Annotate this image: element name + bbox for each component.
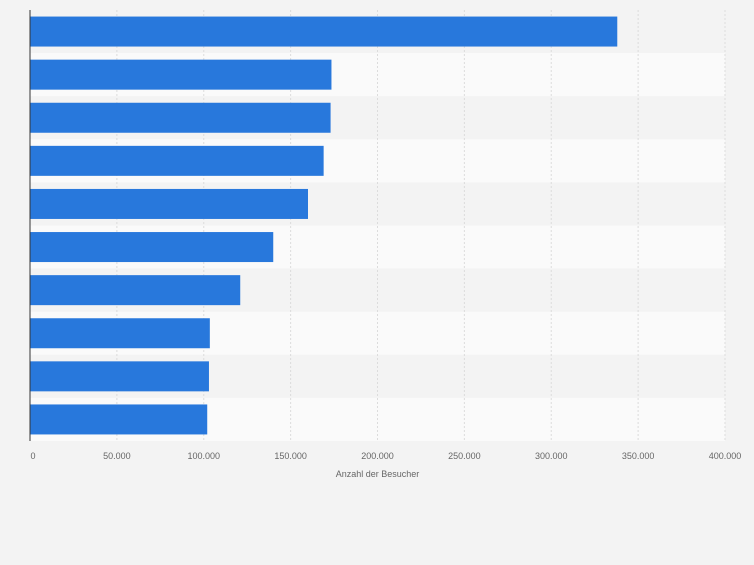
x-tick-labels: 0 50.000 100.000 150.000 200.000 250.000 300.0… [30, 451, 741, 461]
x-tick-label: 150.000 [274, 451, 307, 461]
x-tick-label: 0 [30, 451, 35, 461]
x-tick-label: 300.000 [535, 451, 568, 461]
x-tick-label: 100.000 [187, 451, 220, 461]
bar[interactable] [30, 59, 332, 90]
bar[interactable] [30, 102, 331, 133]
bar[interactable] [30, 232, 274, 263]
bar[interactable] [30, 145, 324, 176]
bar[interactable] [30, 275, 241, 306]
x-tick-label: 400.000 [709, 451, 742, 461]
bar[interactable] [30, 188, 308, 219]
x-axis-label: Anzahl der Besucher [336, 469, 420, 479]
bars [30, 16, 618, 435]
x-tick-label: 350.000 [622, 451, 655, 461]
bar[interactable] [30, 16, 618, 47]
x-tick-label: 50.000 [103, 451, 131, 461]
bar[interactable] [30, 318, 210, 349]
x-tick-label: 200.000 [361, 451, 394, 461]
bar[interactable] [30, 361, 209, 392]
bar[interactable] [30, 404, 208, 435]
x-tick-label: 250.000 [448, 451, 481, 461]
